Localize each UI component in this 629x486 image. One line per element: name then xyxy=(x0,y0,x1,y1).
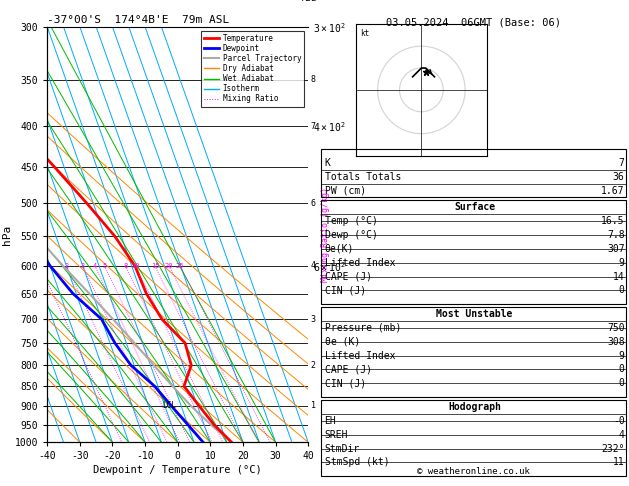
Text: 20: 20 xyxy=(165,263,174,269)
Text: 36: 36 xyxy=(613,172,625,182)
Text: 15: 15 xyxy=(151,263,159,269)
Text: kt: kt xyxy=(360,29,369,38)
Text: 0: 0 xyxy=(619,378,625,388)
Text: 307: 307 xyxy=(607,244,625,254)
Text: Pressure (mb): Pressure (mb) xyxy=(325,323,401,333)
Text: Temp (°C): Temp (°C) xyxy=(325,216,377,226)
Text: K: K xyxy=(325,158,330,168)
Text: 9: 9 xyxy=(619,350,625,361)
Text: CAPE (J): CAPE (J) xyxy=(325,364,372,375)
Text: CAPE (J): CAPE (J) xyxy=(325,272,372,281)
Text: 7: 7 xyxy=(311,122,316,131)
Text: Totals Totals: Totals Totals xyxy=(325,172,401,182)
Text: 16.5: 16.5 xyxy=(601,216,625,226)
Text: 8: 8 xyxy=(123,263,128,269)
Text: 7: 7 xyxy=(619,158,625,168)
Text: © weatheronline.co.uk: © weatheronline.co.uk xyxy=(417,467,530,476)
Text: 25: 25 xyxy=(176,263,184,269)
Text: θe(K): θe(K) xyxy=(325,244,354,254)
Text: CIN (J): CIN (J) xyxy=(325,285,365,295)
Text: -37°00'S  174°4B'E  79m ASL: -37°00'S 174°4B'E 79m ASL xyxy=(47,15,230,25)
Text: 750: 750 xyxy=(607,323,625,333)
Text: 4: 4 xyxy=(93,263,97,269)
Text: Most Unstable: Most Unstable xyxy=(437,309,513,319)
Text: 3: 3 xyxy=(81,263,85,269)
Text: 5: 5 xyxy=(103,263,107,269)
Text: SREH: SREH xyxy=(325,430,348,440)
Text: PW (cm): PW (cm) xyxy=(325,186,365,195)
Text: LCL: LCL xyxy=(162,401,176,410)
Text: 308: 308 xyxy=(607,337,625,347)
Text: StmSpd (kt): StmSpd (kt) xyxy=(325,457,389,468)
Text: Hodograph: Hodograph xyxy=(448,402,501,412)
Text: 8: 8 xyxy=(311,75,316,85)
Text: 4: 4 xyxy=(619,430,625,440)
Text: Mixing Ratio (g/kg): Mixing Ratio (g/kg) xyxy=(321,187,330,282)
Text: 10: 10 xyxy=(131,263,140,269)
Text: EH: EH xyxy=(325,416,337,426)
Y-axis label: hPa: hPa xyxy=(2,225,12,244)
Text: Lifted Index: Lifted Index xyxy=(325,350,395,361)
Text: StmDir: StmDir xyxy=(325,444,360,453)
X-axis label: Dewpoint / Temperature (°C): Dewpoint / Temperature (°C) xyxy=(93,466,262,475)
Text: 14: 14 xyxy=(613,272,625,281)
Text: km
ASL: km ASL xyxy=(302,0,317,3)
Text: 1: 1 xyxy=(311,401,316,410)
Text: 03.05.2024  06GMT (Base: 06): 03.05.2024 06GMT (Base: 06) xyxy=(386,17,561,27)
Text: 3: 3 xyxy=(311,314,316,324)
Text: CIN (J): CIN (J) xyxy=(325,378,365,388)
Text: Lifted Index: Lifted Index xyxy=(325,258,395,268)
Text: 2: 2 xyxy=(311,361,316,370)
Text: 6: 6 xyxy=(311,199,316,208)
Text: Dewp (°C): Dewp (°C) xyxy=(325,230,377,240)
Text: 9: 9 xyxy=(619,258,625,268)
Legend: Temperature, Dewpoint, Parcel Trajectory, Dry Adiabat, Wet Adiabat, Isotherm, Mi: Temperature, Dewpoint, Parcel Trajectory… xyxy=(201,31,304,106)
Text: 0: 0 xyxy=(619,285,625,295)
Text: 0: 0 xyxy=(619,364,625,375)
Text: 11: 11 xyxy=(613,457,625,468)
Text: 1: 1 xyxy=(38,263,42,269)
Text: θe (K): θe (K) xyxy=(325,337,360,347)
Text: 232°: 232° xyxy=(601,444,625,453)
Text: 2: 2 xyxy=(64,263,69,269)
Text: Surface: Surface xyxy=(454,202,495,212)
Text: -0: -0 xyxy=(613,416,625,426)
Text: 1.67: 1.67 xyxy=(601,186,625,195)
Text: 7.8: 7.8 xyxy=(607,230,625,240)
Text: 4: 4 xyxy=(311,261,316,270)
